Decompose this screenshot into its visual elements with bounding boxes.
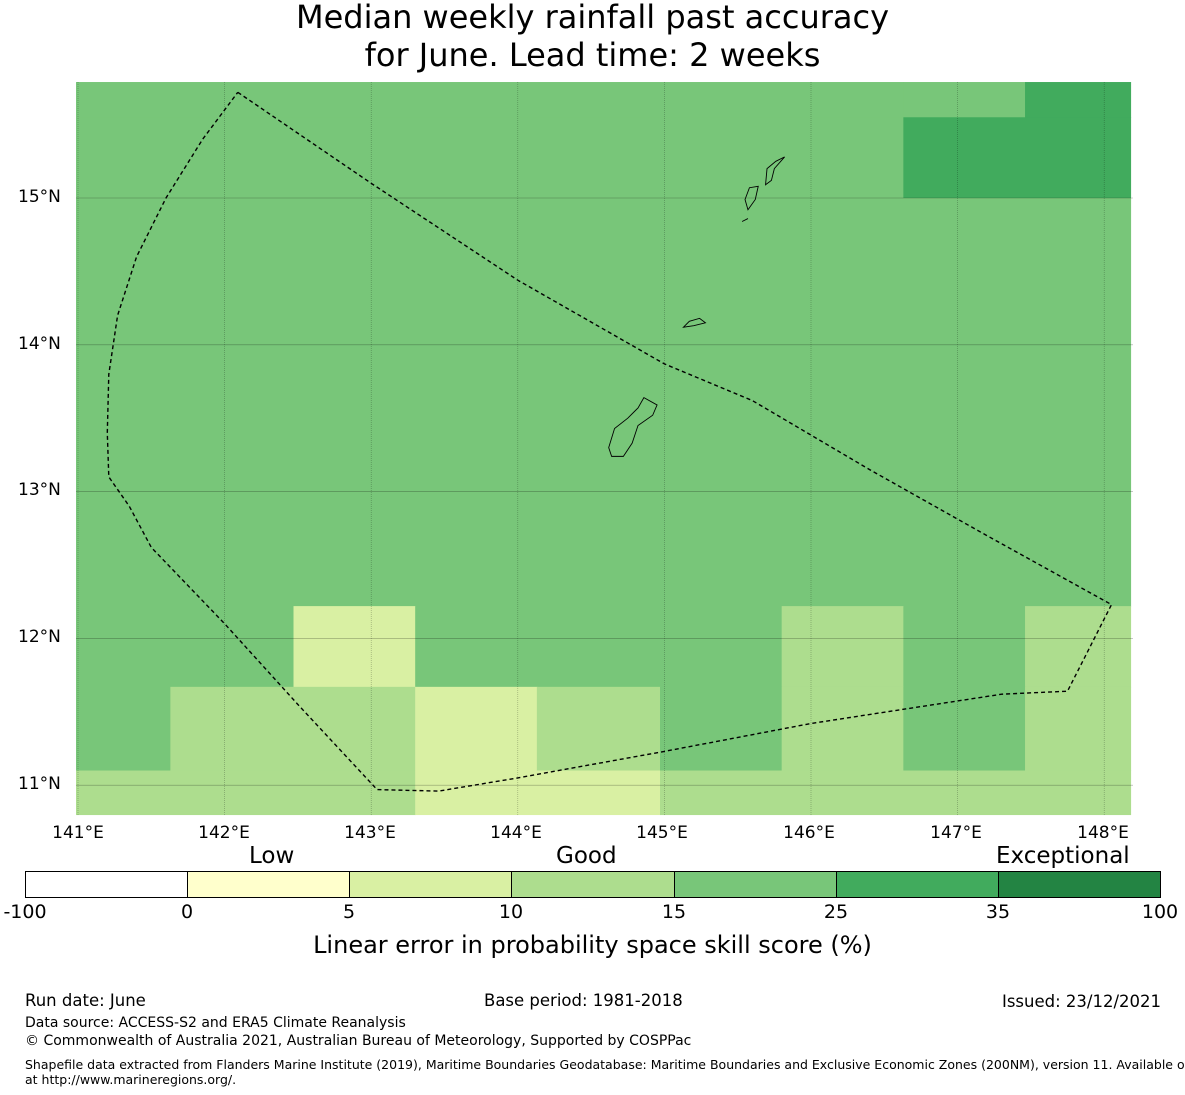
colorbar-category-good: Good [556,843,617,869]
skill-cell [660,686,783,772]
skill-cell [781,686,904,772]
island-outline [765,156,785,186]
lon-label-146e: 146°E [783,823,835,843]
colorbar-tick: 25 [823,901,849,923]
island-outline [741,218,749,222]
colorbar-bin-10-15 [512,872,675,897]
colorbar-bin-35-100 [998,872,1160,897]
lat-label-12n: 12°N [18,627,61,647]
map-title-line-2: for June. Lead time: 2 weeks [364,36,821,74]
island-outline [682,317,707,328]
colorbar-bin-15-25 [674,872,837,897]
lat-label-13n: 13°N [18,480,61,500]
colorbar-category-low: Low [249,843,295,869]
skill-cell [76,82,904,118]
colorbar-tick: 0 [180,901,194,923]
skill-cell [415,606,783,688]
copyright-notice: © Commonwealth of Australia 2021, Austra… [25,1033,692,1049]
skill-cell [170,686,416,772]
colorbar-bin-5-10 [350,872,513,897]
lon-label-141e: 141°E [52,823,104,843]
lat-label-11n: 11°N [18,774,61,794]
base-period: Base period: 1981-2018 [484,991,683,1010]
skill-cell [76,117,904,199]
colorbar-bin-neg100-0 [26,872,189,897]
lon-label-147e: 147°E [930,823,982,843]
colorbar-tick: 10 [498,901,524,923]
data-source: Data source: ACCESS-S2 and ERA5 Climate … [25,1015,406,1031]
skill-cell [76,606,295,688]
colorbar-tick: -100 [3,901,47,923]
skill-colorbar [25,871,1161,898]
skill-cell [76,198,1132,607]
skill-cell [76,686,171,772]
skill-cell [903,686,1026,772]
lon-label-144e: 144°E [490,823,542,843]
rainfall-skill-map [76,82,1133,816]
skill-cell [660,770,1132,816]
lon-label-143e: 143°E [344,823,396,843]
colorbar-label: Linear error in probability space skill … [313,931,872,959]
island-outline [744,185,759,211]
lat-label-14n: 14°N [18,334,61,354]
colorbar-tick: 15 [661,901,687,923]
skill-cell [76,770,416,816]
skill-cell [293,606,416,688]
colorbar-tick: 100 [1141,901,1179,923]
lon-label-145e: 145°E [636,823,688,843]
shapefile-attribution-line-1: Shapefile data extracted from Flanders M… [25,1057,1185,1072]
skill-cell [781,606,904,688]
islands [608,156,785,457]
skill-cells [76,82,1132,816]
issued-date: Issued: 23/12/2021 [1001,992,1161,1011]
skill-cell [903,606,1026,688]
map-gridlines [76,82,1133,815]
skill-cell [1025,606,1132,688]
skill-cell [903,82,1026,118]
colorbar-tick: 5 [342,901,356,923]
lat-label-15n: 15°N [18,187,61,207]
skill-cell [415,686,538,772]
shapefile-attribution-line-2: at http://www.marineregions.org/. [25,1072,237,1087]
run-date: Run date: June [25,991,146,1010]
skill-cell [415,770,661,816]
colorbar-category-exceptional: Exceptional [996,843,1130,869]
skill-cell [903,117,1132,199]
island-outline [608,397,658,457]
lon-label-148e: 148°E [1077,823,1129,843]
skill-cell [1025,686,1132,772]
colorbar-bin-0-5 [188,872,351,897]
map-title-line-1: Median weekly rainfall past accuracy [295,0,890,36]
skill-cell [536,686,661,772]
colorbar-tick: 35 [985,901,1011,923]
skill-cell [1025,82,1132,118]
lon-label-142e: 142°E [198,823,250,843]
colorbar-bin-25-35 [836,872,999,897]
eez-boundary [106,91,1113,792]
